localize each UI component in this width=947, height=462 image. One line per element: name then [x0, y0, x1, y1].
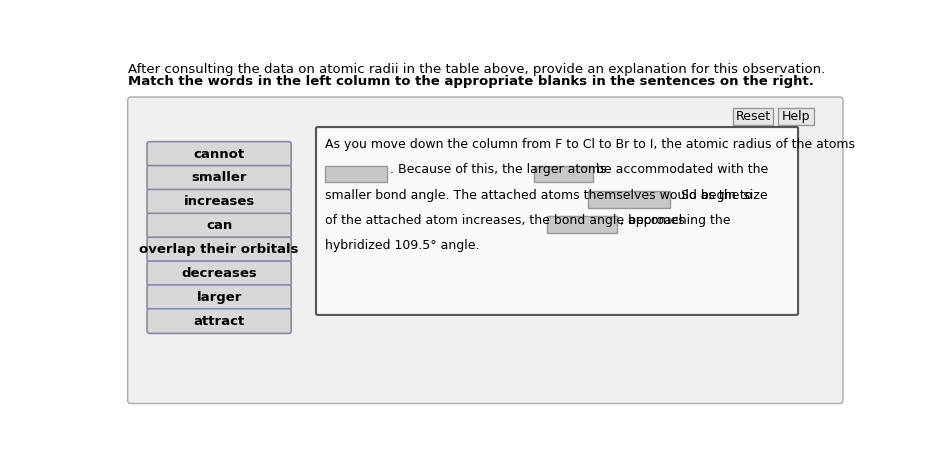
- FancyBboxPatch shape: [316, 127, 798, 315]
- FancyBboxPatch shape: [147, 285, 291, 310]
- Text: . So as the size: . So as the size: [672, 188, 767, 201]
- FancyBboxPatch shape: [147, 213, 291, 238]
- Text: overlap their orbitals: overlap their orbitals: [139, 243, 299, 256]
- Text: larger: larger: [196, 291, 241, 304]
- Text: attract: attract: [193, 315, 244, 328]
- Text: of the attached atom increases, the bond angle becomes: of the attached atom increases, the bond…: [326, 214, 685, 227]
- Text: After consulting the data on atomic radii in the table above, provide an explana: After consulting the data on atomic radi…: [128, 63, 825, 76]
- Text: can: can: [206, 219, 232, 232]
- Text: , approaching the: , approaching the: [620, 214, 730, 227]
- Text: Reset: Reset: [736, 110, 771, 123]
- Text: increases: increases: [184, 195, 255, 208]
- FancyBboxPatch shape: [588, 191, 670, 208]
- FancyBboxPatch shape: [326, 165, 387, 182]
- FancyBboxPatch shape: [547, 216, 616, 233]
- Text: Match the words in the left column to the appropriate blanks in the sentences on: Match the words in the left column to th…: [128, 75, 813, 88]
- Text: smaller bond angle. The attached atoms themselves would begin to: smaller bond angle. The attached atoms t…: [326, 188, 753, 201]
- Text: be accommodated with the: be accommodated with the: [597, 163, 768, 176]
- FancyBboxPatch shape: [147, 237, 291, 262]
- FancyBboxPatch shape: [147, 189, 291, 214]
- Text: hybridized 109.5° angle.: hybridized 109.5° angle.: [326, 239, 480, 252]
- FancyBboxPatch shape: [128, 97, 843, 403]
- Text: . Because of this, the larger atoms: . Because of this, the larger atoms: [390, 163, 607, 176]
- Text: As you move down the column from F to Cl to Br to I, the atomic radius of the at: As you move down the column from F to Cl…: [326, 138, 855, 151]
- FancyBboxPatch shape: [777, 108, 813, 125]
- FancyBboxPatch shape: [147, 261, 291, 286]
- Text: decreases: decreases: [181, 267, 257, 280]
- Text: Help: Help: [781, 110, 810, 123]
- Text: smaller: smaller: [191, 171, 247, 184]
- FancyBboxPatch shape: [733, 108, 774, 125]
- Text: cannot: cannot: [193, 147, 244, 160]
- FancyBboxPatch shape: [147, 142, 291, 166]
- FancyBboxPatch shape: [534, 165, 593, 182]
- FancyBboxPatch shape: [147, 165, 291, 190]
- FancyBboxPatch shape: [147, 309, 291, 334]
